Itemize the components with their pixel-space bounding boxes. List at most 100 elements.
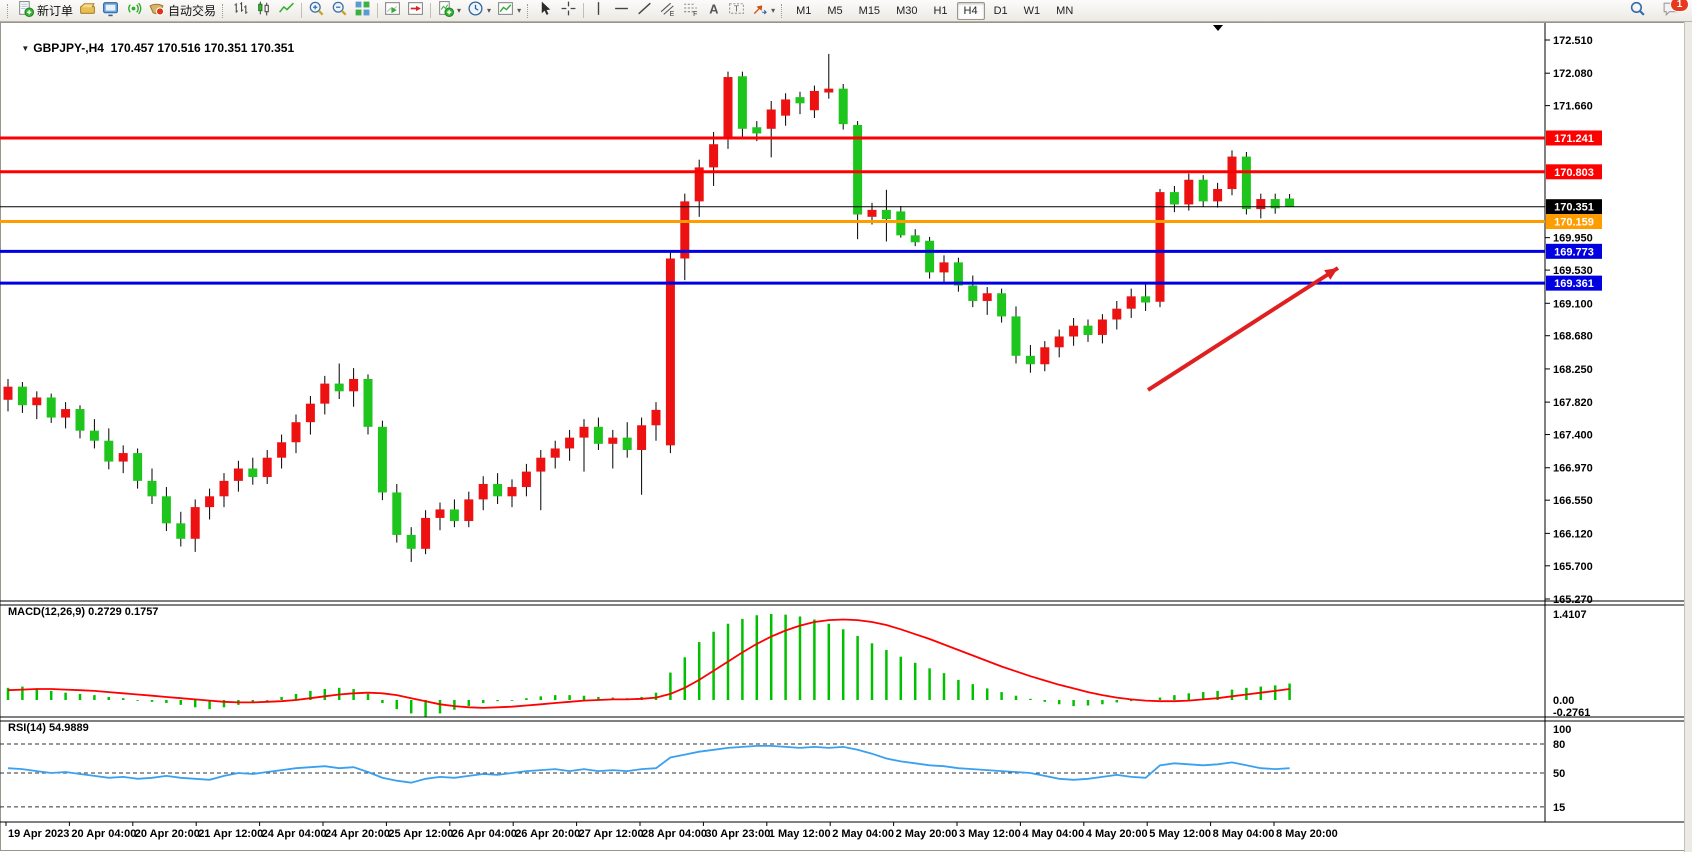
timeframe-button-D1[interactable]: D1	[993, 4, 1008, 17]
bar-chart-button[interactable]	[229, 1, 252, 21]
rsi-axis-label: 50	[1553, 768, 1565, 780]
trendline-button[interactable]	[633, 1, 656, 21]
auto-scroll-button[interactable]	[381, 1, 404, 21]
time-axis-label: 30 Apr 23:00	[705, 828, 770, 840]
timeframe-button-M15[interactable]: M15	[858, 4, 881, 17]
candle-body	[248, 468, 258, 478]
candle-body	[723, 77, 733, 138]
candle-body	[1083, 325, 1093, 335]
candle-body	[219, 480, 229, 497]
periods-button[interactable]: ▾	[464, 0, 494, 22]
trend-arrow-annotation[interactable]	[1146, 266, 1340, 392]
window-scrollbar[interactable]	[1684, 22, 1692, 852]
time-axis-label: 1 May 12:00	[769, 828, 831, 840]
templates-button[interactable]: ▾	[494, 1, 524, 21]
text-icon: A	[705, 0, 722, 22]
price-badge	[1546, 275, 1602, 291]
candle-body	[968, 285, 978, 301]
timeframe-button-W1[interactable]: W1	[1023, 4, 1041, 17]
toolbar-separator	[377, 3, 379, 18]
candle-body	[161, 496, 171, 524]
candle-body	[1069, 325, 1079, 337]
price-badge-label: 170.803	[1554, 167, 1594, 179]
tile-windows-button[interactable]	[351, 1, 374, 21]
candle-body	[3, 386, 13, 400]
candle-body	[1141, 296, 1151, 303]
auto-scroll-icon	[384, 0, 401, 22]
line-chart-button[interactable]	[275, 1, 298, 21]
timeframe-button-H4[interactable]: H4	[956, 1, 985, 20]
candle-body	[766, 109, 776, 129]
auto-trading-label: 自动交易	[168, 4, 217, 18]
timeframe-button-M5[interactable]: M5	[827, 4, 843, 17]
notifications-button[interactable]: 1	[1659, 0, 1689, 21]
rsi-axis-label: 15	[1553, 802, 1565, 814]
candle-body	[147, 480, 157, 497]
text-label-button[interactable]: T	[725, 1, 748, 21]
horizontal-line-button[interactable]	[610, 1, 633, 21]
auto-trading-button[interactable]: 自动交易	[145, 1, 219, 21]
search-button[interactable]	[1626, 1, 1649, 21]
time-axis-label: 3 May 12:00	[959, 828, 1021, 840]
text-button[interactable]: A	[702, 1, 725, 21]
price-axis-label: 166.550	[1553, 495, 1593, 507]
horizontal-line-icon	[613, 0, 630, 22]
timeframe-button-M1[interactable]: M1	[796, 4, 812, 17]
metaeditor-icon	[102, 0, 119, 22]
time-axis-label: 2 May 04:00	[832, 828, 894, 840]
timeframe-toolbar: M1 M5 M15 M30 H1 H4 D1 W1 MN	[788, 1, 1081, 20]
time-axis-label: 20 Apr 20:00	[135, 828, 200, 840]
chart-shift-button[interactable]	[404, 1, 427, 21]
cursor-button[interactable]	[534, 1, 557, 21]
candle-body	[550, 448, 560, 458]
timeframe-button-H1[interactable]: H1	[933, 4, 948, 17]
fibonacci-button[interactable]: F	[679, 1, 702, 21]
chevron-down-icon: ▾	[771, 5, 776, 15]
timeframe-button-M30[interactable]: M30	[896, 4, 918, 17]
candle-body	[608, 437, 618, 444]
price-badge-label: 171.241	[1554, 133, 1594, 145]
candle-body	[939, 262, 949, 273]
vertical-line-button[interactable]	[587, 1, 610, 21]
notification-badge: 1	[1670, 0, 1689, 12]
arrow-shapes-button[interactable]: ▾	[748, 1, 778, 21]
candle-body	[781, 99, 791, 116]
time-axis-label: 25 Apr 12:00	[388, 828, 453, 840]
toolbar-separator	[301, 3, 303, 18]
equidistant-channel-button[interactable]: E	[656, 1, 679, 21]
macd-axis-label: 1.4107	[1553, 609, 1587, 621]
time-axis-label: 19 Apr 2023	[8, 828, 69, 840]
signals-button[interactable]	[122, 1, 145, 21]
candle-body	[89, 430, 99, 441]
zoom-out-button[interactable]	[328, 1, 351, 21]
indicators-button[interactable]: ▾	[434, 0, 464, 22]
chevron-down-icon[interactable]: ▼	[21, 44, 30, 53]
candle-body	[277, 442, 287, 458]
macd-indicator-label: MACD(12,26,9) 0.2729 0.1757	[8, 606, 159, 618]
metaeditor-button[interactable]	[99, 1, 122, 21]
chart-shift-marker[interactable]	[1213, 25, 1223, 31]
macd-axis-label: -0.2761	[1553, 707, 1590, 719]
candle-body	[521, 471, 531, 488]
chart-symbol-period: GBPJPY-,H4	[33, 41, 104, 55]
chevron-down-icon: ▾	[487, 5, 492, 15]
gold-box-button[interactable]	[76, 1, 99, 21]
new-order-button[interactable]: 新订单	[14, 0, 76, 21]
timeframe-button-MN[interactable]: MN	[1056, 4, 1074, 17]
indicators-icon	[437, 0, 455, 22]
bar-chart-icon	[232, 0, 249, 22]
candle-body	[205, 496, 215, 508]
candlestick-chart-button[interactable]	[252, 1, 275, 21]
price-badge	[1546, 214, 1602, 230]
candle-body	[1198, 179, 1208, 202]
price-badge	[1546, 243, 1602, 259]
price-axis-label: 169.530	[1553, 265, 1593, 277]
periods-clock-icon	[467, 0, 484, 22]
candle-body	[680, 201, 690, 259]
crosshair-button[interactable]	[557, 1, 580, 21]
auto-trading-icon	[148, 0, 165, 22]
zoom-in-button[interactable]	[305, 1, 328, 21]
candle-body	[593, 426, 603, 444]
candle-body	[133, 453, 143, 481]
